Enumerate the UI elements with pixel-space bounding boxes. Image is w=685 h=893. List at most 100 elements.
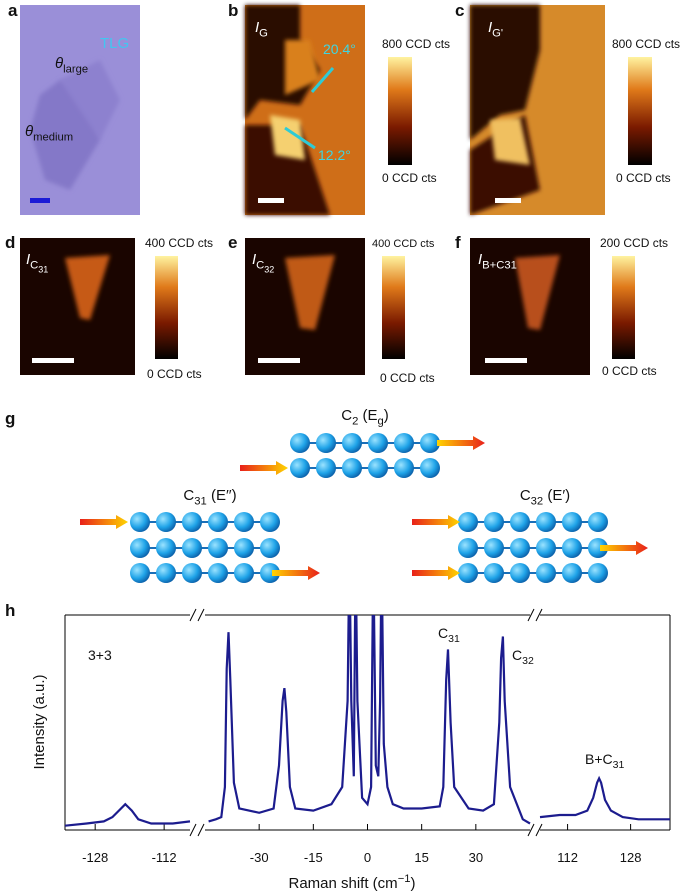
text-part: 3+3 [88,647,112,663]
x-tick-label: 15 [414,850,428,865]
panel-label: b [228,1,238,20]
arrow [412,566,460,580]
break-mark [535,823,543,837]
text-part: θ [25,123,33,140]
text-part: 31 [194,496,207,508]
arrow [80,515,128,529]
atom [342,458,362,478]
text-part: 31 [448,633,460,645]
mode-label: C2 (Eg) [341,407,389,428]
cbar-max: 400 CCD cts [372,238,435,250]
atom [182,563,202,583]
text-part: C [183,487,194,504]
text-part: C [341,407,352,424]
text-part: G' [492,28,503,40]
atom [420,458,440,478]
panel-label: d [5,233,15,252]
spectrum [65,802,191,827]
atom [562,563,582,583]
atom [156,563,176,583]
text-part: 31 [38,264,48,274]
atom [458,538,478,558]
atom [588,538,608,558]
theta-label: θlarge [55,55,88,76]
atom [420,433,440,453]
break-gap [530,609,540,621]
cbar-max: 800 CCD cts [382,37,450,51]
atom [290,458,310,478]
atom [588,563,608,583]
x-tick-label: -128 [82,850,108,865]
break-mark [535,608,543,622]
panel-label: e [228,233,237,252]
peak-label: C32 [512,647,534,667]
map-d [20,238,135,375]
arrow [437,436,485,450]
break-mark [197,823,205,837]
atom [536,563,556,583]
atom [156,512,176,532]
atom [368,433,388,453]
colorbar [628,57,652,165]
atom [316,433,336,453]
text-part: 2 [352,416,358,428]
text-part: Raman shift (cm [288,875,397,892]
angle: 12.2° [318,147,351,163]
arrow [600,541,648,555]
map-title: IG [255,19,268,40]
angle: 20.4° [323,41,356,57]
map-b [245,5,365,215]
x-tick-label: 30 [469,850,483,865]
arrow [272,566,320,580]
spectrum [539,775,670,821]
atom [588,512,608,532]
map-title: IB+C31 [478,251,517,272]
text-part: 31 [613,759,625,771]
atom [510,538,530,558]
x-tick-label: 112 [557,850,578,865]
text-part: B+C31 [482,260,517,272]
break-mark [197,608,205,622]
y-axis-label: Intensity (a.u.) [31,674,48,769]
text-part: C [520,487,531,504]
arrow [412,515,460,529]
cbar-min: 0 CCD cts [380,371,435,385]
x-tick-label: 0 [364,850,371,865]
colorbar [155,256,178,359]
break-gap [192,824,202,836]
atom [290,433,310,453]
cbar-max: 400 CCD cts [145,236,213,250]
atom [342,433,362,453]
atom [208,538,228,558]
text-part: C [438,625,448,641]
atom [156,538,176,558]
text-part: (E [358,407,377,424]
atom [484,538,504,558]
colorbar [382,256,405,359]
map-c [470,5,605,215]
atom [182,538,202,558]
panel-label: g [5,409,15,428]
atom [182,512,202,532]
phonon-diagram [80,433,648,583]
atom [510,563,530,583]
text-part: I [26,251,30,268]
atom [562,512,582,532]
micrograph-a [20,5,140,215]
atom [484,512,504,532]
atom [458,563,478,583]
text-part: I [488,19,492,36]
cbar-max: 200 CCD cts [600,236,668,250]
spectrum [208,615,531,825]
atom [208,563,228,583]
text-part: (E′′) [207,487,237,504]
x-tick-label: -112 [152,850,177,865]
panel-label: a [8,1,18,20]
map-title: IG' [488,19,503,40]
cbar-min: 0 CCD cts [147,367,202,381]
x-tick-label: 128 [620,850,642,865]
cbar-min: 0 CCD cts [602,364,657,378]
atom [316,458,336,478]
text-part: g [378,416,384,428]
